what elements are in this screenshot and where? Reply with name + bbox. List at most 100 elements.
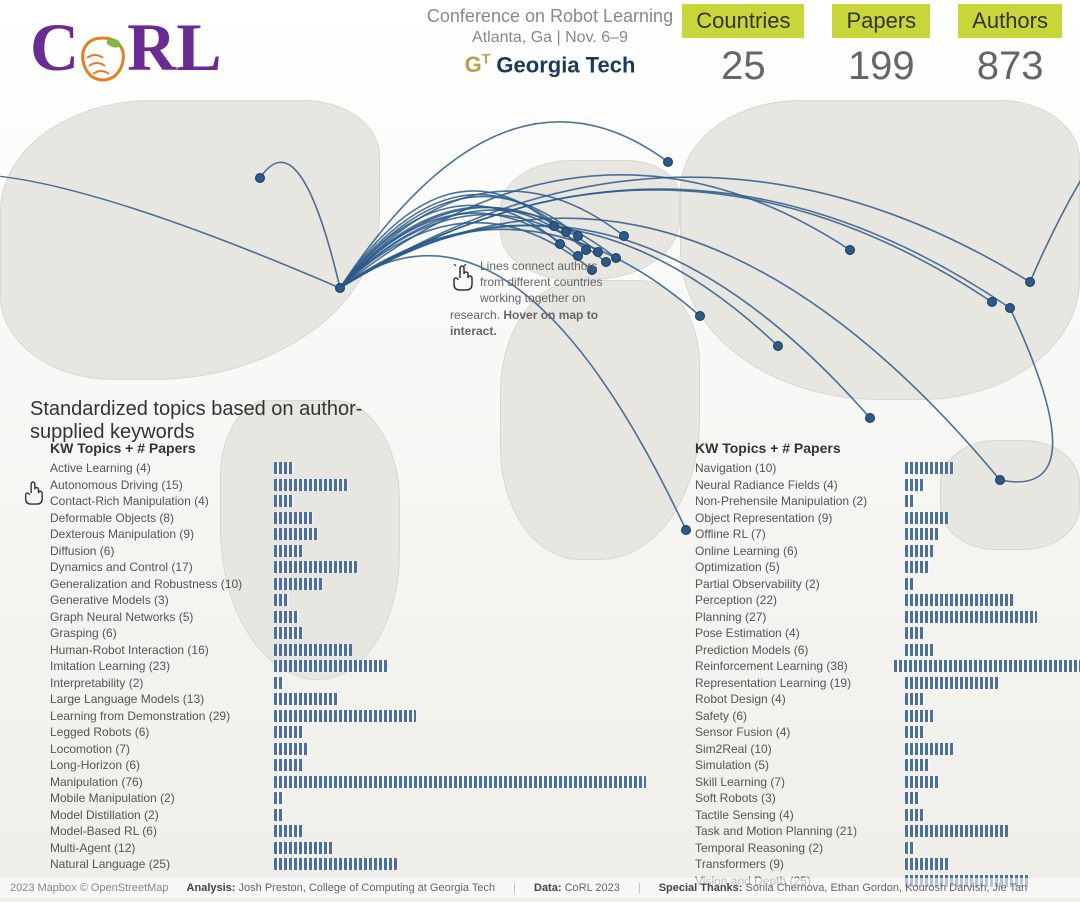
- topic-row[interactable]: Safety (6): [695, 708, 1080, 725]
- topic-row[interactable]: Model Distillation (2): [50, 807, 660, 824]
- topic-row[interactable]: Dynamics and Control (17): [50, 559, 660, 576]
- topic-row[interactable]: Generalization and Robustness (10): [50, 576, 660, 593]
- country-dot[interactable]: [335, 283, 345, 293]
- topic-label: Long-Horizon (6): [50, 758, 274, 772]
- topic-bar: [905, 561, 930, 573]
- topic-row[interactable]: Planning (27): [695, 609, 1080, 626]
- country-dot[interactable]: [561, 227, 571, 237]
- topic-bar: [274, 495, 294, 507]
- topic-bar: [905, 479, 925, 491]
- country-dot[interactable]: [1005, 303, 1015, 313]
- topic-row[interactable]: Skill Learning (7): [695, 774, 1080, 791]
- country-dot[interactable]: [619, 231, 629, 241]
- topic-row[interactable]: Offline RL (7): [695, 526, 1080, 543]
- topic-row[interactable]: Human-Robot Interaction (16): [50, 642, 660, 659]
- topic-row[interactable]: Object Representation (9): [695, 510, 1080, 527]
- topic-row[interactable]: Dexterous Manipulation (9): [50, 526, 660, 543]
- topic-row[interactable]: Tactile Sensing (4): [695, 807, 1080, 824]
- topic-row[interactable]: Navigation (10): [695, 460, 1080, 477]
- topic-label: Imitation Learning (23): [50, 659, 274, 673]
- topic-bar: [274, 825, 303, 837]
- topic-row[interactable]: Neural Radiance Fields (4): [695, 477, 1080, 494]
- topic-row[interactable]: Soft Robots (3): [695, 790, 1080, 807]
- country-dot[interactable]: [255, 173, 265, 183]
- country-dot[interactable]: [1025, 277, 1035, 287]
- country-dot[interactable]: [663, 157, 673, 167]
- topic-bar: [905, 644, 934, 656]
- topic-label: Offline RL (7): [695, 527, 905, 541]
- topic-bar-wrap: [274, 809, 660, 821]
- topic-row[interactable]: Autonomous Driving (15): [50, 477, 660, 494]
- country-dot[interactable]: [555, 239, 565, 249]
- topic-row[interactable]: Multi-Agent (12): [50, 840, 660, 857]
- country-dot[interactable]: [773, 341, 783, 351]
- topic-row[interactable]: Large Language Models (13): [50, 691, 660, 708]
- country-dot[interactable]: [865, 413, 875, 423]
- topic-row[interactable]: Sim2Real (10): [695, 741, 1080, 758]
- topic-bar: [905, 512, 949, 524]
- topic-bar: [905, 528, 939, 540]
- topic-bar-wrap: [274, 528, 660, 540]
- topic-label: Soft Robots (3): [695, 791, 905, 805]
- topic-row[interactable]: Representation Learning (19): [695, 675, 1080, 692]
- topic-row[interactable]: Prediction Models (6): [695, 642, 1080, 659]
- country-dot[interactable]: [987, 297, 997, 307]
- country-dot[interactable]: [573, 231, 583, 241]
- topic-label: Mobile Manipulation (2): [50, 791, 274, 805]
- topic-bar: [274, 677, 284, 689]
- topic-row[interactable]: Online Learning (6): [695, 543, 1080, 560]
- topic-row[interactable]: Partial Observability (2): [695, 576, 1080, 593]
- topic-row[interactable]: Pose Estimation (4): [695, 625, 1080, 642]
- topic-row[interactable]: Deformable Objects (8): [50, 510, 660, 527]
- topic-row[interactable]: Interpretability (2): [50, 675, 660, 692]
- topic-bar-wrap: [274, 462, 660, 474]
- topic-row[interactable]: Perception (22): [695, 592, 1080, 609]
- topic-row[interactable]: Optimization (5): [695, 559, 1080, 576]
- topic-row[interactable]: Active Learning (4): [50, 460, 660, 477]
- country-dot[interactable]: [681, 525, 691, 535]
- topic-label: Planning (27): [695, 610, 905, 624]
- data-label: Data:: [534, 882, 562, 894]
- stat-value: 873: [958, 44, 1062, 89]
- topic-row[interactable]: Graph Neural Networks (5): [50, 609, 660, 626]
- topic-bar: [905, 825, 1008, 837]
- topic-row[interactable]: Simulation (5): [695, 757, 1080, 774]
- country-dot[interactable]: [593, 247, 603, 257]
- topic-row[interactable]: Task and Motion Planning (21): [695, 823, 1080, 840]
- topic-bar-wrap: [905, 528, 1080, 540]
- topic-row[interactable]: Diffusion (6): [50, 543, 660, 560]
- country-dot[interactable]: [549, 221, 559, 231]
- topic-row[interactable]: Robot Design (4): [695, 691, 1080, 708]
- topic-label: Human-Robot Interaction (16): [50, 643, 274, 657]
- topic-row[interactable]: Temporal Reasoning (2): [695, 840, 1080, 857]
- topic-row[interactable]: Reinforcement Learning (38): [695, 658, 1080, 675]
- topic-row[interactable]: Generative Models (3): [50, 592, 660, 609]
- country-dot[interactable]: [695, 311, 705, 321]
- conference-host: GT Georgia Tech: [400, 51, 700, 78]
- topic-row[interactable]: Imitation Learning (23): [50, 658, 660, 675]
- stat-authors: Authors 873: [944, 4, 1076, 89]
- topic-row[interactable]: Long-Horizon (6): [50, 757, 660, 774]
- topic-row[interactable]: Legged Robots (6): [50, 724, 660, 741]
- topic-bar: [905, 842, 915, 854]
- host-name: Georgia Tech: [496, 52, 635, 77]
- topic-row[interactable]: Sensor Fusion (4): [695, 724, 1080, 741]
- topic-label: Optimization (5): [695, 560, 905, 574]
- topic-row[interactable]: Non-Prehensile Manipulation (2): [695, 493, 1080, 510]
- data-value: CoRL 2023: [565, 882, 620, 894]
- topic-row[interactable]: Grasping (6): [50, 625, 660, 642]
- topic-row[interactable]: Mobile Manipulation (2): [50, 790, 660, 807]
- topic-label: Dexterous Manipulation (9): [50, 527, 274, 541]
- topic-row[interactable]: Model-Based RL (6): [50, 823, 660, 840]
- topic-bar-wrap: [905, 462, 1080, 474]
- topic-row[interactable]: Learning from Demonstration (29): [50, 708, 660, 725]
- topic-bar: [905, 495, 915, 507]
- topic-label: Sim2Real (10): [695, 742, 905, 756]
- topic-row[interactable]: Manipulation (76): [50, 774, 660, 791]
- topic-row[interactable]: Locomotion (7): [50, 741, 660, 758]
- topic-bar-wrap: [905, 479, 1080, 491]
- topic-row[interactable]: Contact-Rich Manipulation (4): [50, 493, 660, 510]
- topic-row[interactable]: Transformers (9): [695, 856, 1080, 873]
- country-dot[interactable]: [845, 245, 855, 255]
- topic-row[interactable]: Natural Language (25): [50, 856, 660, 873]
